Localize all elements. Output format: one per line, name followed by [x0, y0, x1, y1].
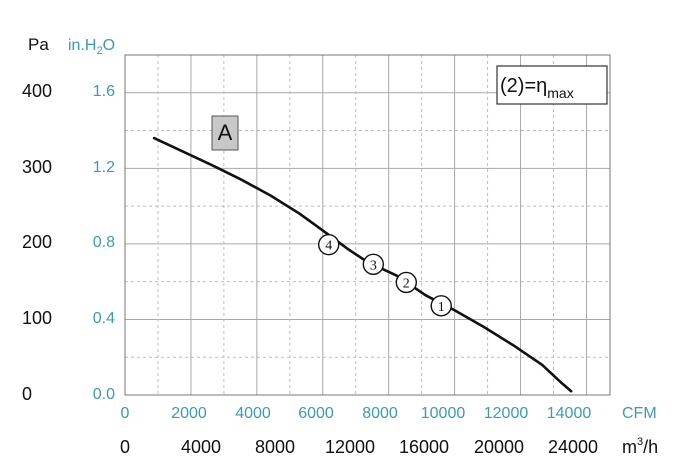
operating-point-4: 4 [318, 233, 340, 256]
x-bottom-tick: 20000 [474, 437, 524, 457]
x-bottom-tick: 24000 [548, 437, 598, 457]
curve-label-a: A [218, 120, 233, 145]
x-top-tick: 10000 [421, 405, 466, 422]
operating-point-circle [395, 271, 417, 294]
y-left-tick: 100 [22, 308, 52, 328]
y-left-tick: 0 [22, 384, 32, 404]
operating-point-circle [430, 295, 452, 317]
y-right-unit: in.H2O [68, 37, 115, 57]
y-right-tick: 1.6 [93, 83, 115, 100]
operating-point-label: 1 [438, 300, 445, 315]
y-right-tick: 0.4 [93, 310, 115, 327]
x-bottom-tick: 12000 [325, 437, 375, 457]
y-left-unit: Pa [28, 35, 49, 54]
grid [125, 55, 610, 395]
x-top-tick: 4000 [235, 405, 271, 422]
x-top-unit: CFM [622, 405, 657, 422]
x-bottom-tick: 4000 [181, 437, 221, 457]
x-top-tick: 12000 [484, 405, 529, 422]
operating-point-label: 2 [403, 276, 410, 291]
y-left-tick: 400 [22, 81, 52, 101]
x-top-tick: 8000 [362, 405, 398, 422]
x-bottom-unit: m3/h [622, 436, 658, 457]
operating-point-2: 2 [395, 271, 417, 294]
operating-point-circle [318, 233, 340, 256]
operating-point-circle [362, 253, 385, 275]
x-bottom-tick: 0 [120, 437, 130, 457]
operating-point-label: 4 [325, 239, 332, 254]
plot-frame [124, 54, 611, 396]
x-top-tick: 14000 [547, 405, 592, 422]
y-left-tick: 200 [22, 232, 52, 252]
legend-eta-max: (2)=ηmax [500, 75, 574, 101]
operating-point-3: 3 [362, 253, 385, 275]
operating-points: 1 2 3 4 [318, 233, 452, 317]
x-bottom-tick: 16000 [399, 437, 449, 457]
operating-point-1: 1 [430, 295, 452, 317]
x-top-tick: 6000 [298, 405, 334, 422]
x-top-tick: 0 [121, 405, 130, 422]
x-bottom-tick: 8000 [255, 437, 295, 457]
y-right-tick: 0.8 [93, 234, 115, 251]
y-right-tick: 0.0 [93, 386, 115, 403]
operating-point-label: 3 [370, 258, 377, 273]
x-top-tick: 2000 [171, 405, 207, 422]
plot-area [125, 55, 610, 395]
y-right-tick: 1.2 [93, 159, 115, 176]
curve-label-box [211, 115, 239, 151]
y-left-tick: 300 [22, 157, 52, 177]
legend-box [496, 65, 608, 105]
